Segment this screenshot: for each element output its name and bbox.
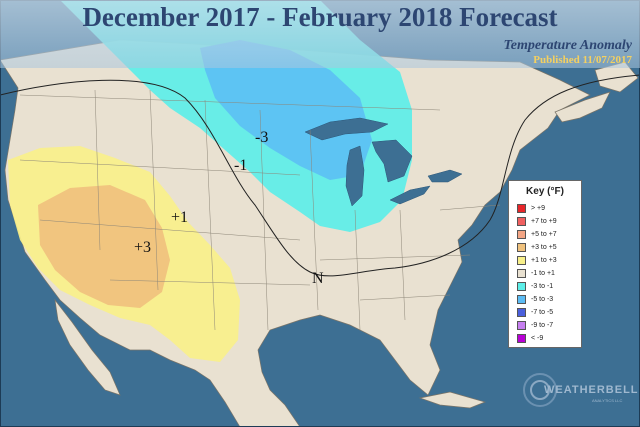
legend-item: -3 to -1 [517, 281, 553, 291]
land-maritimes [554, 91, 611, 123]
logo-subtext: ANALYTICS LLC [592, 398, 623, 403]
lake-huron [371, 139, 413, 183]
land-cuba [418, 391, 487, 409]
legend-swatch [517, 268, 526, 278]
lake-ontario [427, 169, 463, 183]
legend-item: +7 to +9 [517, 216, 557, 226]
legend-label: +5 to +7 [531, 230, 557, 238]
page-title: December 2017 - February 2018 Forecast [82, 2, 558, 32]
legend-item: -1 to +1 [517, 268, 555, 278]
anomaly-label-plus1: +1 [171, 209, 189, 226]
legend-title: Key (°F) [526, 186, 564, 197]
published-date: Published 11/07/2017 [533, 54, 632, 66]
legend-item: -9 to -7 [517, 320, 553, 330]
legend-label: -3 to -1 [531, 282, 554, 290]
legend-swatch [517, 333, 526, 343]
title-bar: December 2017 - February 2018 Forecast T… [0, 0, 640, 68]
legend-item: +5 to +7 [517, 229, 557, 239]
legend-label: < -9 [531, 334, 544, 342]
legend-item: < -9 [517, 333, 543, 343]
legend-label: +1 to +3 [531, 256, 557, 264]
land-north-america [0, 39, 591, 427]
legend-swatch [517, 229, 526, 239]
lake-superior [304, 117, 389, 141]
legend-swatch [517, 294, 526, 304]
legend-swatch [517, 281, 526, 291]
legend-key: Key (°F) > +9 +7 to +9 +5 to +7 +3 to +5 +1 … [508, 180, 582, 348]
legend-swatch [517, 203, 526, 213]
legend-label: > +9 [531, 204, 546, 212]
legend-item: +3 to +5 [517, 242, 557, 252]
legend-label: +7 to +9 [531, 217, 557, 225]
neutral-label: N [312, 270, 324, 287]
legend-swatch [517, 255, 526, 265]
legend-item: -7 to -5 [517, 307, 553, 317]
legend-swatch [517, 216, 526, 226]
legend-swatch [517, 307, 526, 317]
anomaly-minus5-to-minus3 [200, 40, 372, 180]
swirl-icon [523, 373, 557, 407]
legend-label: -7 to -5 [531, 308, 554, 316]
anomaly-label-plus3: +3 [134, 239, 152, 256]
anomaly-label-minus1: -1 [234, 157, 248, 174]
storm-track-line [0, 74, 640, 277]
legend-swatch [517, 320, 526, 330]
anomaly-plus3-to-plus5 [38, 185, 170, 308]
legend-label: +3 to +5 [531, 243, 557, 251]
legend-label: -5 to -3 [531, 295, 554, 303]
land-baja [54, 298, 121, 396]
map-subtitle: Temperature Anomaly [503, 38, 632, 53]
legend-item: +1 to +3 [517, 255, 557, 265]
legend-item: -5 to -3 [517, 294, 553, 304]
legend-swatch [517, 242, 526, 252]
logo-wordmark: WEATHERBELL [544, 384, 639, 396]
legend-label: -1 to +1 [531, 269, 555, 277]
weatherbell-logo: WEATHERBELL ANALYTICS LLC [520, 370, 638, 415]
state-borders [19, 89, 501, 331]
legend-item: > +9 [517, 203, 545, 213]
lake-erie [389, 185, 431, 205]
legend-label: -9 to -7 [531, 321, 554, 329]
lake-michigan [345, 145, 365, 207]
anomaly-label-minus3: -3 [255, 129, 269, 146]
